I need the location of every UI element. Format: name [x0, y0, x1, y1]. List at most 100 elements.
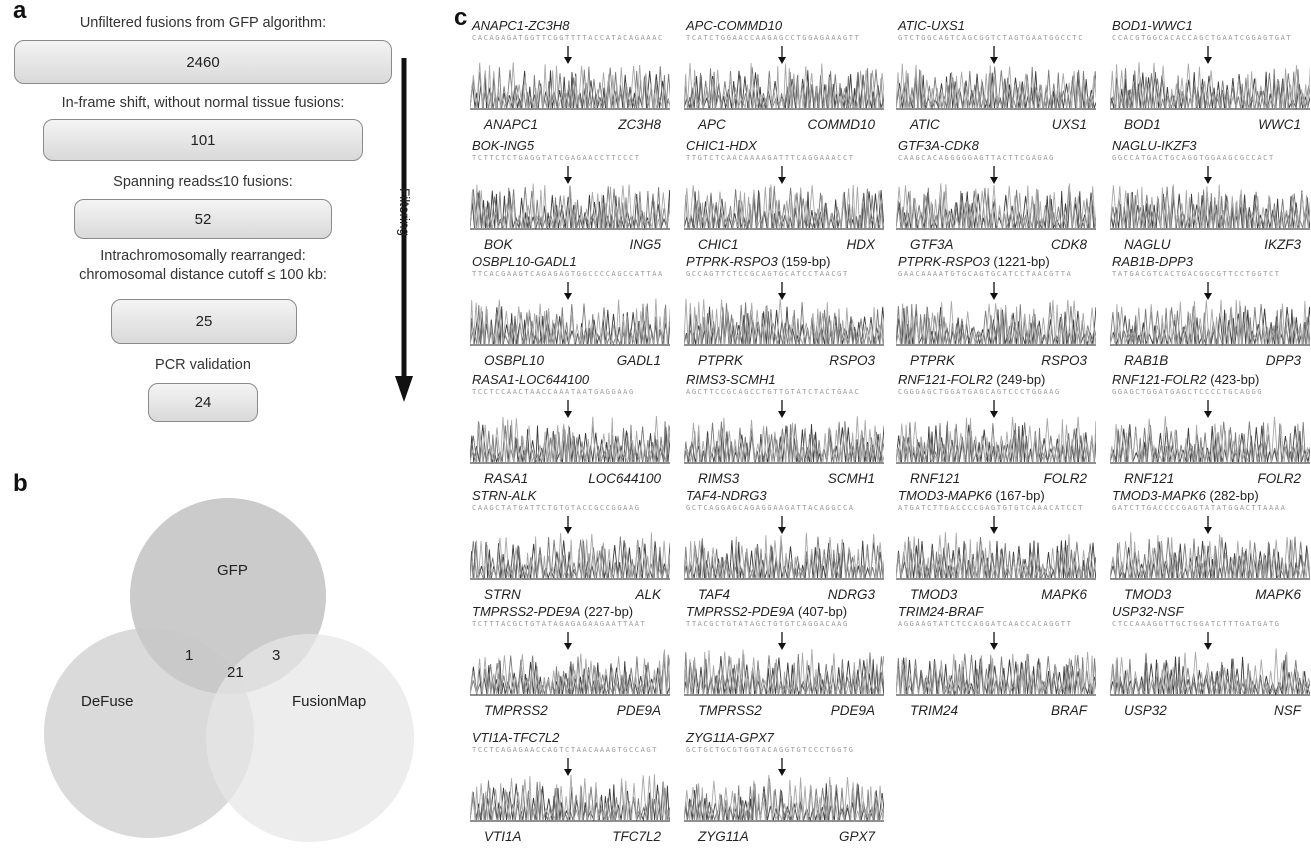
breakpoint-arrow-icon — [1204, 516, 1212, 534]
chromatogram-panel: ANAPC1-ZC3H8 CACAGAGATGGTTCGGTTTTACCATACA… — [470, 18, 675, 140]
gene-label-3prime: SCMH1 — [827, 471, 875, 486]
fusion-title: RASA1-LOC644100 — [472, 372, 589, 387]
chromatogram-panel: VTI1A-TFC7L2 TCCTCAGAGAACCAGTCTAACAAAGTGC… — [470, 730, 675, 852]
chromatogram-panel: RIMS3-SCMH1 AGCTTCCGCAGCCTGTTGTATCTACTGAA… — [684, 372, 889, 494]
fusion-name: TAF4-NDRG3 — [686, 488, 767, 503]
gene-label-3prime: ALK — [635, 587, 661, 602]
trace-line — [684, 184, 884, 229]
chromatogram-panel: RNF121-FOLR2 (249-bp) CGGGAGCTGGATGAGCAGT… — [896, 372, 1101, 494]
flow-step-4-box: 25 — [111, 299, 297, 344]
fusion-title: RIMS3-SCMH1 — [686, 372, 776, 387]
flow-step-1-box: 2460 — [14, 40, 392, 84]
fusion-title: NAGLU-IKZF3 — [1112, 138, 1197, 153]
fusion-title: STRN-ALK — [472, 488, 536, 503]
trace-line — [470, 780, 670, 822]
trace-line — [684, 70, 884, 109]
trace-line — [470, 298, 670, 345]
gene-label-5prime: STRN — [484, 587, 521, 602]
breakpoint-arrow-icon — [1204, 46, 1212, 64]
gene-label-5prime: TAF4 — [698, 587, 731, 602]
breakpoint-arrow-icon — [778, 632, 786, 650]
gene-label-3prime: PDE9A — [616, 703, 661, 718]
sequence-text: TTGTCTCAACAAAAGATTTCAGGAAACCT — [686, 154, 855, 162]
gene-label-5prime: RASA1 — [484, 471, 529, 486]
trace-line — [1110, 299, 1310, 345]
fusion-title: VTI1A-TFC7L2 — [472, 730, 559, 745]
gene-label-3prime: TFC7L2 — [612, 829, 661, 844]
sequence-text: ATGATCTTGACCCCGAGTGTGTCAAACATCCT — [898, 504, 1085, 512]
trace-line — [684, 62, 884, 110]
chromatogram-trace — [1110, 282, 1310, 346]
gene-label-3prime: ING5 — [629, 237, 661, 252]
filtering-arrow-icon — [395, 58, 413, 402]
gene-label-5prime: ATIC — [910, 117, 940, 132]
breakpoint-arrow-icon — [1204, 632, 1212, 650]
sequence-text: CAAGCTATGATTCTGTGTACCGCCGGAAG — [472, 504, 641, 512]
chromatogram-panel: RNF121-FOLR2 (423-bp) GGAGCTGGATGAGCTCCCC… — [1110, 372, 1311, 494]
chromatogram-panel: ATIC-UXS1 GTCTGGCAGTCAGCGGTCTAGTGAATGGCCT… — [896, 18, 1101, 140]
breakpoint-arrow-icon — [1204, 400, 1212, 418]
chromatogram-panel: STRN-ALK CAAGCTATGATTCTGTGTACCGCCGGAAG STR… — [470, 488, 675, 610]
panel-label-b: b — [13, 470, 28, 497]
venn-label-fusionmap: FusionMap — [292, 693, 367, 710]
sequence-text: GCCAGTTCTCCGCAGTGCATCCTAACGT — [686, 270, 849, 278]
fusion-name: TMOD3-MAPK6 — [1112, 488, 1206, 503]
venn-label-gfp: GFP — [217, 562, 248, 579]
gene-label-3prime: FOLR2 — [1043, 471, 1087, 486]
breakpoint-arrow-icon — [564, 400, 572, 418]
trace-line — [684, 298, 884, 346]
chromatogram-trace — [684, 282, 884, 346]
chromatogram-panel: GTF3A-CDK8 CAAGCACAGGGGGAGTTACTTCGAGAG GTF… — [896, 138, 1101, 260]
gene-label-3prime: UXS1 — [1051, 117, 1087, 132]
gene-label-5prime: BOK — [484, 237, 513, 252]
gene-label-5prime: RAB1B — [1124, 353, 1169, 368]
chromatogram-panel: CHIC1-HDX TTGTCTCAACAAAAGATTTCAGGAAACCT CH… — [684, 138, 889, 260]
chromatogram-panel: TMPRSS2-PDE9A (407-bp) TTACGCTGTATAGCTGTG… — [684, 604, 889, 726]
gene-label-5prime: VTI1A — [484, 829, 522, 844]
breakpoint-arrow-icon — [990, 516, 998, 534]
chromatogram-trace — [684, 400, 884, 464]
fusion-title: APC-COMMD10 — [686, 18, 782, 33]
chromatogram-trace — [470, 516, 670, 580]
trace-line — [896, 536, 1096, 580]
gene-label-3prime: LOC644100 — [588, 471, 661, 486]
trace-line — [1110, 303, 1310, 346]
fusion-size: (159-bp) — [777, 254, 831, 269]
trace-line — [1110, 648, 1310, 695]
trace-line — [1110, 540, 1310, 579]
sequence-text: TATGACGTCACTGACGGCGTTCCTGGTCT — [1112, 270, 1281, 278]
gene-label-3prime: CDK8 — [1050, 237, 1087, 252]
fusion-name: GTF3A-CDK8 — [898, 138, 979, 153]
fusion-name: PTPRK-RSPO3 — [686, 254, 778, 269]
gene-label-5prime: RIMS3 — [698, 471, 740, 486]
sequence-text: GGCCATGACTGCAGGTGGAAGCGCCACT — [1112, 154, 1275, 162]
fusion-title: USP32-NSF — [1112, 604, 1184, 619]
chromatogram-trace — [470, 758, 670, 822]
trace-line — [470, 649, 670, 695]
chromatogram-trace — [470, 46, 670, 110]
trace-line — [896, 416, 1096, 464]
trace-line — [684, 532, 884, 579]
chromatogram-panel: TAF4-NDRG3 GCTCAGGAGCAGAGGAAGATTACAGGCCA T… — [684, 488, 889, 610]
fusion-title: RNF121-FOLR2 (249-bp) — [898, 372, 1045, 387]
flow-step-1-label: Unfiltered fusions from GFP algorithm: — [79, 15, 327, 31]
breakpoint-arrow-icon — [564, 516, 572, 534]
gene-label-5prime: TMOD3 — [910, 587, 958, 602]
chromatogram-trace — [470, 632, 670, 696]
panel-label-a: a — [13, 0, 27, 24]
gene-label-3prime: GPX7 — [838, 829, 875, 844]
gene-label-5prime: TMOD3 — [1124, 587, 1172, 602]
sequence-text: TCTTCTCTGAGGTATCGAGAACCTTCCCT — [472, 154, 641, 162]
chromatogram-trace — [684, 758, 884, 822]
trace-line — [896, 421, 1096, 463]
breakpoint-arrow-icon — [564, 46, 572, 64]
filtering-label: Filtering — [397, 188, 412, 237]
gene-label-5prime: BOD1 — [1124, 117, 1161, 132]
fusion-name: ANAPC1-ZC3H8 — [472, 18, 570, 33]
breakpoint-arrow-icon — [564, 282, 572, 300]
sequence-text: TTACGCTGTATAGCTGTGTCAGGACAAG — [686, 620, 849, 628]
flow-step-4-value: 25 — [195, 313, 213, 330]
gene-label-3prime: MAPK6 — [1041, 587, 1087, 602]
trace-line — [470, 774, 670, 822]
trace-line — [470, 653, 670, 696]
